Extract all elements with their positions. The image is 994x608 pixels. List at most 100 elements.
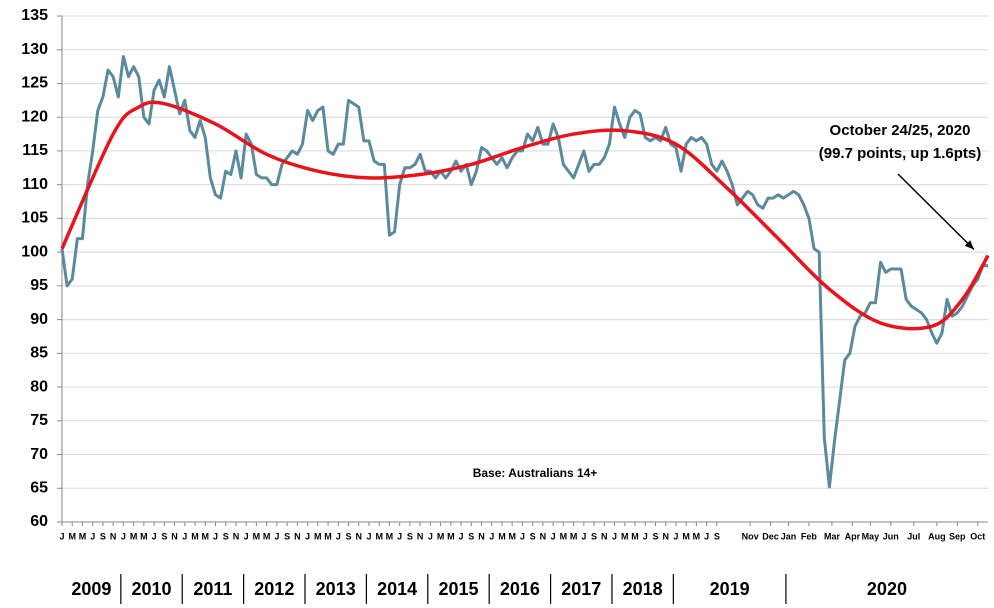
x-tick-label: N (601, 531, 608, 541)
x-tick-label: Aug (928, 531, 946, 541)
y-tick-label: 75 (30, 412, 48, 429)
year-label: 2013 (316, 579, 356, 599)
x-tick-label: J (152, 531, 157, 541)
x-tick-label: J (59, 531, 64, 541)
x-tick-label: S (407, 531, 413, 541)
arrow-head (964, 240, 974, 250)
year-label: 2016 (500, 579, 540, 599)
x-tick-label: N (233, 531, 240, 541)
y-tick-label: 115 (22, 142, 48, 159)
x-tick-label: M (253, 531, 261, 541)
y-tick-label: 125 (21, 75, 48, 92)
y-tick-label: 85 (30, 345, 48, 362)
x-tick-label: N (110, 531, 117, 541)
x-tick-label: M (386, 531, 394, 541)
x-tick-label: Apr (845, 531, 861, 541)
year-label: 2010 (132, 579, 172, 599)
x-tick-label: Jun (883, 531, 899, 541)
x-tick-label: M (693, 531, 701, 541)
x-tick-label: S (468, 531, 474, 541)
year-label: 2011 (193, 579, 232, 599)
x-tick-label: S (530, 531, 536, 541)
y-tick-label: 60 (30, 513, 48, 530)
x-tick-label: M (447, 531, 455, 541)
x-tick-label: M (191, 531, 199, 541)
x-tick-label: S (161, 531, 167, 541)
x-tick-label: S (223, 531, 229, 541)
y-tick-label: 110 (22, 176, 48, 193)
year-label: 2009 (71, 579, 111, 599)
x-tick-label: M (375, 531, 383, 541)
x-tick-label: M (68, 531, 76, 541)
x-tick-label: J (489, 531, 494, 541)
x-tick-label: M (130, 531, 138, 541)
x-tick-label: M (79, 531, 87, 541)
y-tick-label: 95 (30, 277, 48, 294)
x-tick-label: N (171, 531, 178, 541)
x-tick-label: May (862, 531, 880, 541)
x-tick-label: S (345, 531, 351, 541)
x-tick-label: J (90, 531, 95, 541)
year-label: 2015 (438, 579, 478, 599)
base-note: Base: Australians 14+ (473, 466, 598, 480)
x-tick-label: S (284, 531, 290, 541)
x-tick-label: N (662, 531, 669, 541)
x-tick-label: J (244, 531, 249, 541)
y-tick-label: 100 (21, 243, 48, 260)
x-tick-label: M (621, 531, 629, 541)
x-tick-label: N (294, 531, 301, 541)
x-tick-label: J (274, 531, 279, 541)
x-tick-label: J (213, 531, 218, 541)
x-tick-label: M (508, 531, 516, 541)
year-label: 2014 (377, 579, 417, 599)
x-tick-label: N (540, 531, 547, 541)
x-tick-label: J (428, 531, 433, 541)
y-tick-label: 105 (21, 210, 48, 227)
x-tick-label: N (355, 531, 362, 541)
x-tick-label: M (201, 531, 209, 541)
x-tick-label: J (366, 531, 371, 541)
x-tick-label: N (417, 531, 424, 541)
x-tick-label: J (182, 531, 187, 541)
annotation-text: (99.7 points, up 1.6pts) (819, 145, 982, 162)
x-tick-label: Nov (742, 531, 759, 541)
y-tick-label: 65 (30, 479, 48, 496)
x-tick-label: J (336, 531, 341, 541)
x-tick-label: S (652, 531, 658, 541)
year-label: 2018 (623, 579, 663, 599)
x-tick-label: J (397, 531, 402, 541)
x-tick-label: M (263, 531, 271, 541)
year-label: 2019 (710, 579, 750, 599)
data-line (60, 54, 988, 489)
x-tick-label: M (324, 531, 332, 541)
x-tick-label: S (100, 531, 106, 541)
x-tick-label: M (682, 531, 690, 541)
x-tick-label: M (437, 531, 445, 541)
x-tick-label: J (305, 531, 310, 541)
x-tick-label: M (498, 531, 506, 541)
y-tick-label: 135 (21, 7, 48, 24)
x-tick-label: M (570, 531, 578, 541)
x-tick-label: J (673, 531, 678, 541)
x-tick-label: J (459, 531, 464, 541)
x-tick-label: Jan (781, 531, 797, 541)
y-tick-label: 90 (30, 311, 48, 328)
x-tick-label: Feb (801, 531, 818, 541)
x-tick-label: M (314, 531, 322, 541)
x-tick-label: Sep (949, 531, 966, 541)
y-tick-label: 70 (30, 446, 48, 463)
y-tick-label: 130 (21, 41, 48, 58)
x-tick-label: J (121, 531, 126, 541)
x-tick-label: J (612, 531, 617, 541)
year-label: 2017 (561, 579, 601, 599)
x-tick-label: M (140, 531, 148, 541)
x-tick-label: J (704, 531, 709, 541)
annotation-arrow (897, 173, 975, 251)
x-tick-label: N (478, 531, 485, 541)
year-label: 2012 (254, 579, 294, 599)
trend-line (60, 100, 990, 331)
x-tick-label: Oct (970, 531, 985, 541)
x-tick-label: Dec (762, 531, 779, 541)
x-tick-label: M (631, 531, 639, 541)
